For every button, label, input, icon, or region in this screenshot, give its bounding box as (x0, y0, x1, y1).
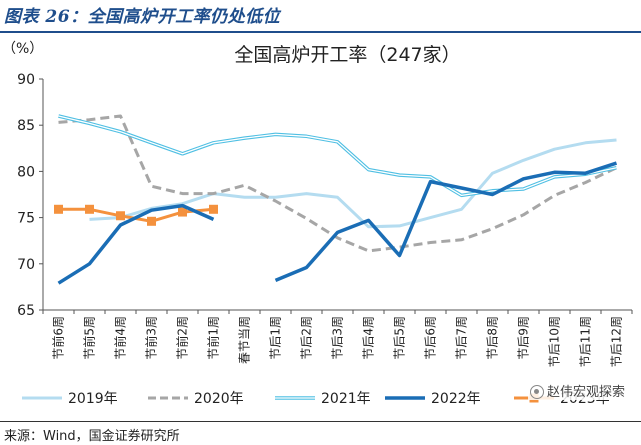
wechat-icon (529, 385, 544, 399)
series-2019-line (89, 138, 617, 229)
x-tick-label: 节后10周 (548, 316, 562, 367)
series-2023-point (147, 216, 156, 226)
y-tick-label: 75 (17, 211, 35, 227)
title-rule (0, 31, 641, 33)
legend-2019-label: 2019年 (68, 391, 118, 407)
watermark: 赵伟宏观探索 (527, 381, 627, 400)
x-tick-label: 节后5周 (393, 316, 407, 360)
series-2019 (89, 138, 617, 229)
x-tick-label: 节前2周 (175, 316, 190, 360)
x-tick-label: 节后4周 (362, 316, 376, 360)
legend-2020-label: 2020年 (194, 391, 244, 407)
x-tick-label: 节后2周 (300, 316, 314, 360)
figure-title: 图表 26：全国高炉开工率仍处低位 (4, 7, 281, 27)
source-rule (0, 421, 641, 422)
series-2023-point (178, 207, 187, 217)
x-tick-label: 节后3周 (331, 316, 345, 360)
x-tick-label: 节前3周 (144, 316, 159, 360)
series-2023-point (209, 204, 218, 214)
series-2023 (54, 204, 218, 226)
y-tick-label: 85 (17, 118, 35, 134)
y-tick-label: 65 (17, 303, 35, 319)
chart-title: 全国高炉开工率（247家） (234, 44, 460, 66)
y-axis-label: （%） (2, 41, 43, 57)
series-2022-line (274, 161, 618, 283)
x-tick-label: 节前4周 (113, 316, 128, 360)
x-tick-label: 节后11周 (579, 316, 593, 367)
legend-2022-label: 2022年 (431, 391, 481, 407)
x-tick-label: 节后12周 (610, 316, 624, 367)
x-tick-label: 节前6周 (51, 316, 66, 360)
y-tick-label: 80 (17, 164, 35, 180)
x-tick-label: 节后9周 (517, 316, 531, 360)
legend-2022: 2022年 (385, 391, 481, 407)
series-2023-point (116, 211, 125, 221)
series-2023-point (54, 204, 63, 214)
series-2022 (57, 161, 618, 285)
y-tick-label: 90 (17, 72, 35, 88)
legend-2021: 2021年 (275, 391, 371, 407)
y-tick-label: 70 (17, 257, 35, 273)
legend-2019: 2019年 (22, 391, 118, 407)
watermark-text: 赵伟宏观探索 (546, 385, 625, 400)
legend-2021-label: 2021年 (321, 391, 371, 407)
series-2023-point (85, 204, 94, 214)
x-tick-label: 节后8周 (486, 316, 500, 360)
series-2021 (58, 114, 617, 198)
x-tick-label: 节后1周 (269, 316, 283, 360)
legend-2020: 2020年 (148, 391, 244, 407)
line-chart: 全国高炉开工率（247家） （%） 65 70 75 80 85 90 节前6周 节前5周 节前4周… (2, 41, 633, 407)
series-2020-line (58, 114, 618, 253)
series-2021-line-core (58, 115, 617, 197)
series-2020 (58, 114, 618, 253)
x-tick-label: 节前1周 (206, 316, 221, 360)
x-tick-label: 节后7周 (455, 316, 469, 360)
series-2022-line (57, 203, 215, 285)
x-tick-label: 春节当周 (238, 316, 252, 364)
source-note: 来源：Wind，国金证券研究所 (4, 429, 180, 444)
x-tick-label: 节后6周 (424, 316, 438, 360)
x-tick-label: 节前5周 (82, 316, 97, 360)
